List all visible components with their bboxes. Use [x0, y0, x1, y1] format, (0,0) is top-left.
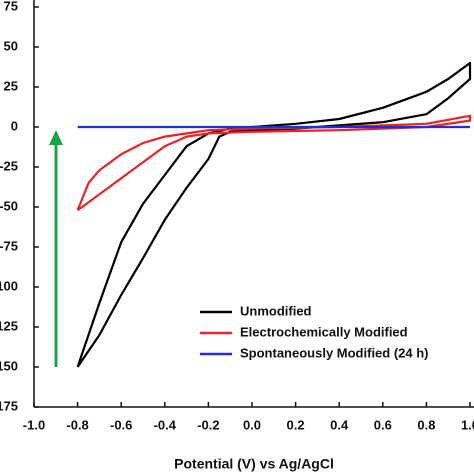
x-tick-label: 0.8 — [417, 417, 435, 432]
x-tick-label: -1.0 — [23, 417, 45, 432]
legend-label: Unmodified — [240, 303, 312, 318]
y-tick-label: 25 — [4, 78, 18, 93]
y-tick-label: 50 — [4, 38, 18, 53]
y-tick-label: -25 — [0, 158, 18, 173]
y-tick-label: -175 — [0, 398, 18, 413]
series-line — [76, 114, 472, 212]
legend-label: Electrochemically Modified — [240, 324, 408, 339]
y-tick-label: 0 — [11, 118, 18, 133]
y-tick-label: -50 — [0, 198, 18, 213]
y-tick-label: -125 — [0, 318, 18, 333]
x-tick-label: 0.2 — [287, 417, 305, 432]
arrow-head — [49, 130, 63, 145]
legend-label: Spontaneously Modified (24 h) — [240, 345, 429, 360]
y-tick-label: -75 — [0, 238, 18, 253]
y-tick-label: -150 — [0, 358, 18, 373]
x-tick-label: -0.2 — [197, 417, 219, 432]
x-tick-label: -0.6 — [110, 417, 132, 432]
x-tick-label: -0.4 — [154, 417, 177, 432]
x-axis-label: Potential (V) vs Ag/AgCl — [174, 456, 334, 472]
y-tick-label: 75 — [4, 0, 18, 13]
x-tick-label: 0.6 — [374, 417, 392, 432]
series-line — [76, 61, 472, 368]
y-tick-label: -100 — [0, 278, 18, 293]
x-tick-label: 0.4 — [330, 417, 349, 432]
x-tick-label: 0.0 — [243, 417, 261, 432]
x-tick-label: -0.8 — [66, 417, 88, 432]
x-tick-label: 1.0 — [461, 417, 474, 432]
